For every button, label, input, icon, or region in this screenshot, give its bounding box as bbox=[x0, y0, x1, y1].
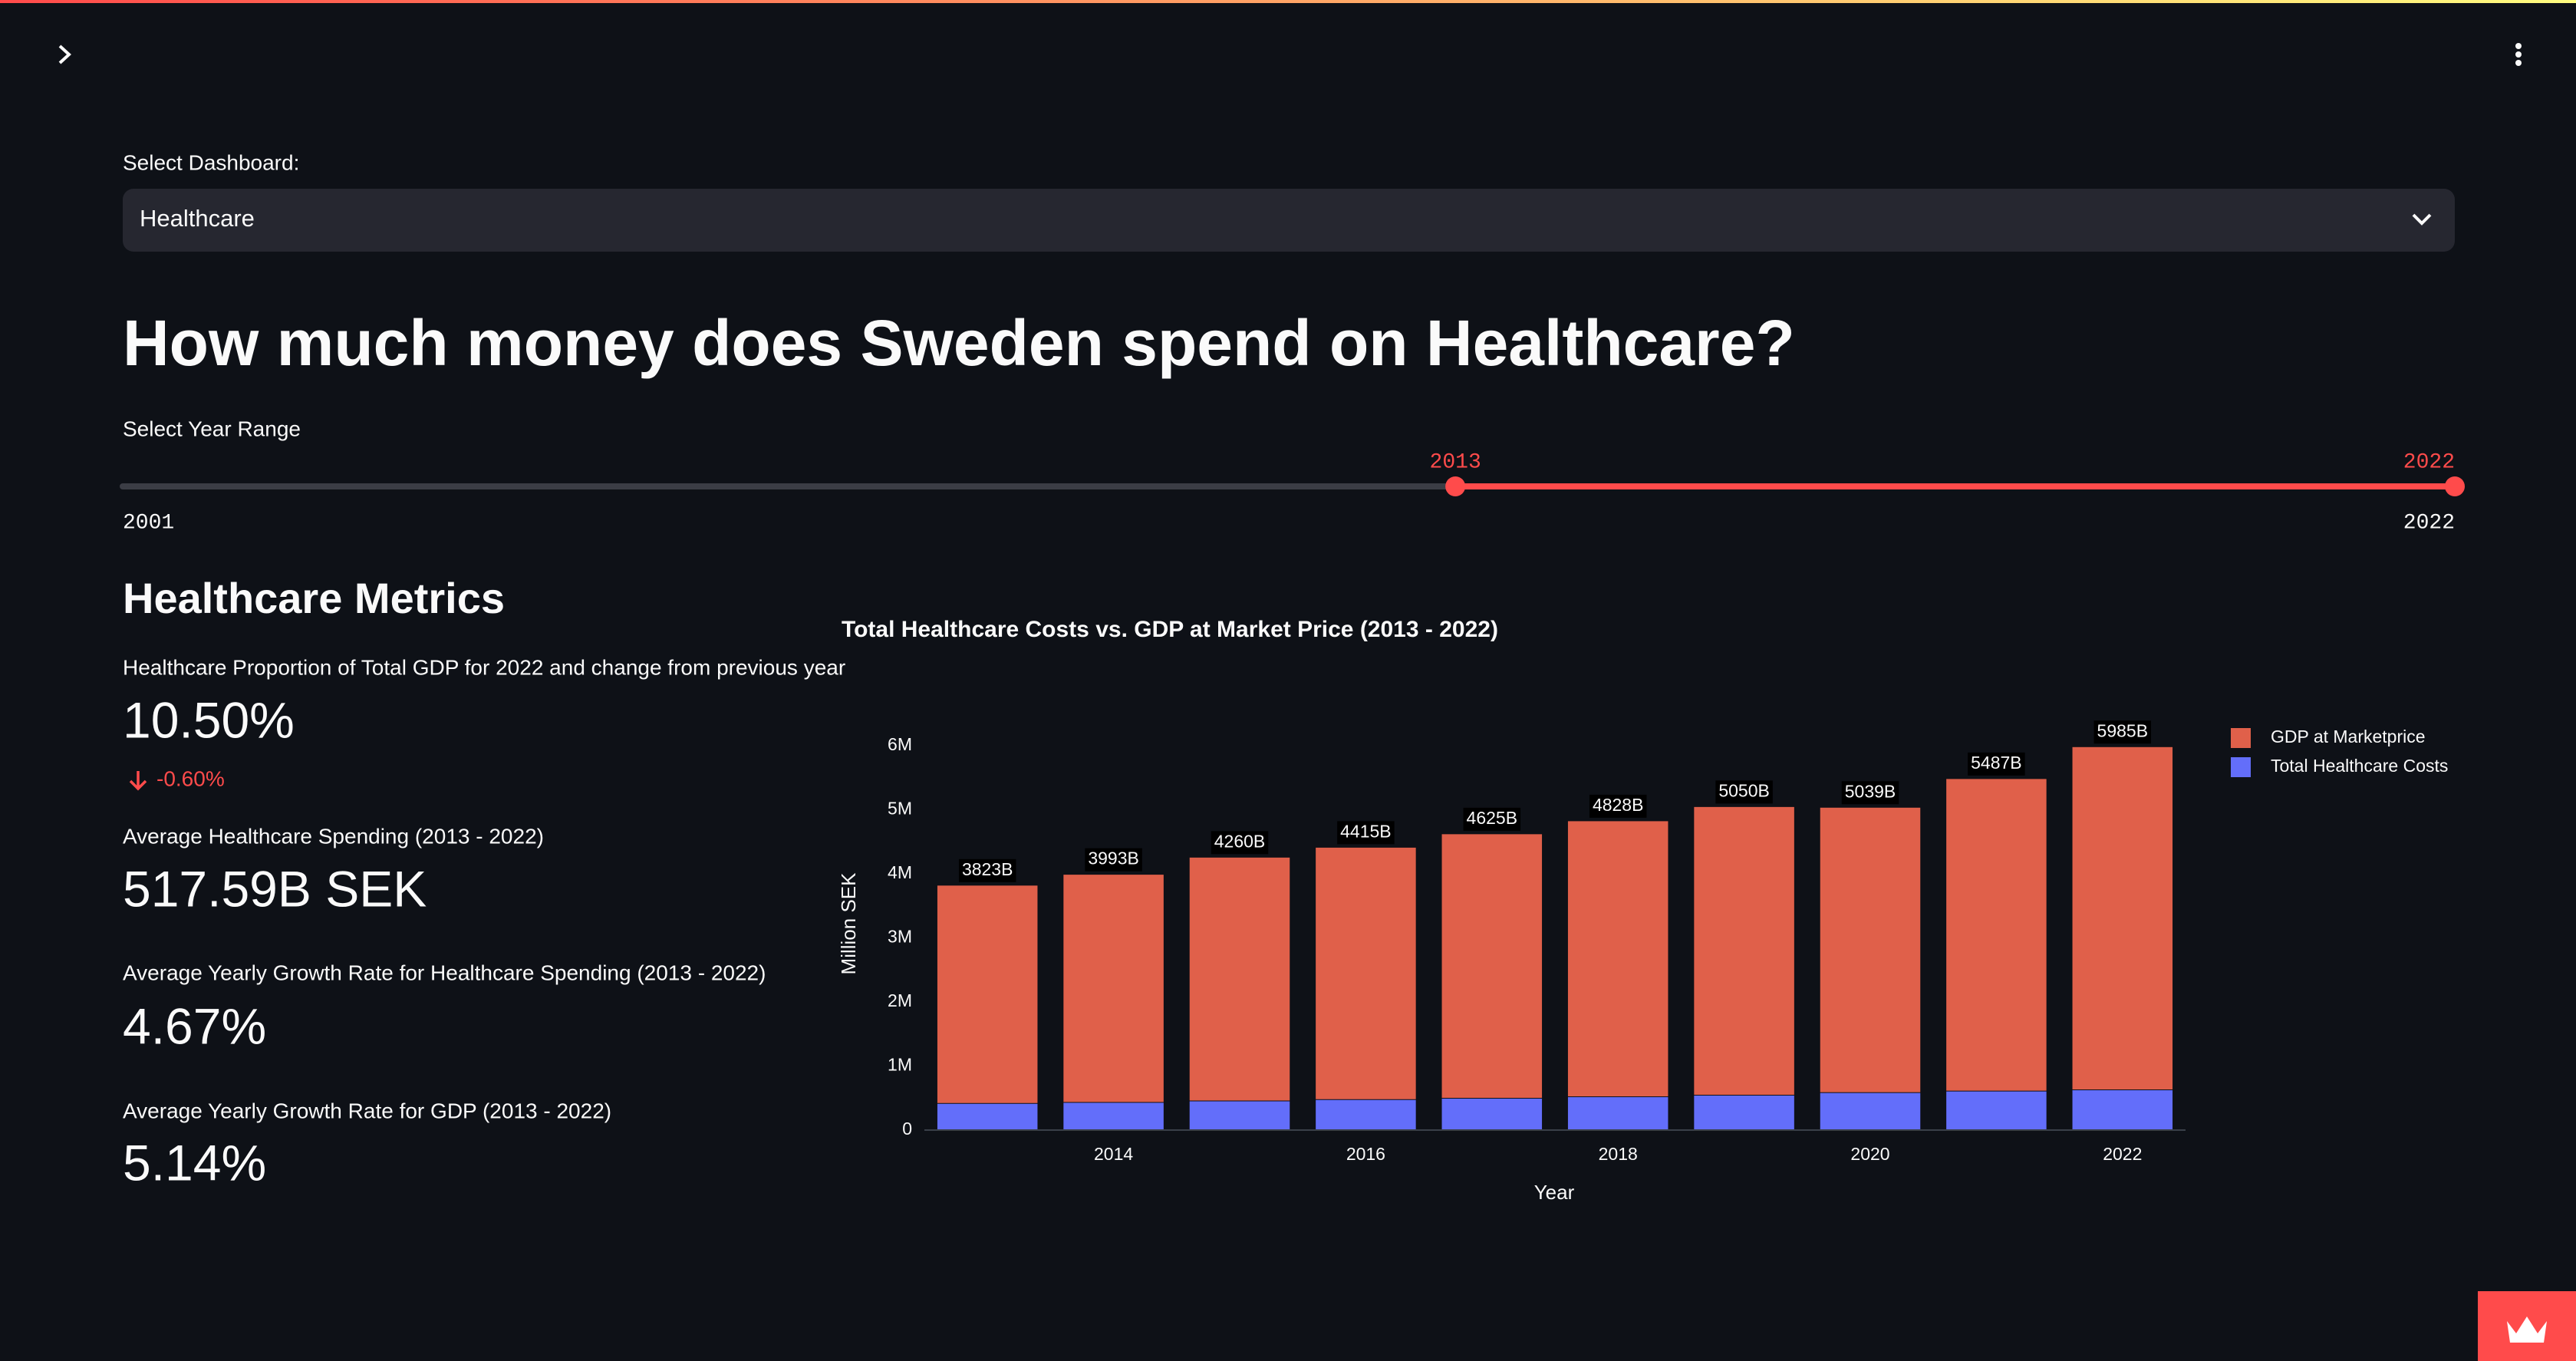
slider-value: 2013 bbox=[1430, 450, 1481, 474]
bar bbox=[1945, 1090, 2047, 1131]
x-tick-label: 2018 bbox=[1599, 1144, 1638, 1164]
delta-arrow bbox=[129, 771, 147, 791]
select-box[interactable] bbox=[123, 189, 2455, 252]
chart-title: Total Healthcare Costs vs. GDP at Market… bbox=[842, 617, 1498, 642]
bar bbox=[1819, 806, 1922, 1131]
y-tick-label: 5M bbox=[888, 799, 912, 819]
y-tick-label: 0 bbox=[902, 1119, 912, 1139]
x-tick-label: 2016 bbox=[1346, 1144, 1385, 1164]
y-axis-title: Million SEK bbox=[837, 872, 860, 975]
y-tick-label: 6M bbox=[888, 734, 912, 754]
main-menu[interactable] bbox=[2515, 43, 2522, 66]
value-label: 4415B bbox=[1340, 821, 1392, 841]
bar bbox=[1315, 846, 1417, 1131]
metric-delta: -0.60% bbox=[156, 766, 225, 790]
legend-label: GDP at Marketprice bbox=[2271, 727, 2426, 746]
value-label-bg bbox=[1085, 848, 1142, 872]
bar bbox=[1188, 1100, 1291, 1131]
metric-label: Average Yearly Growth Rate for GDP (2013… bbox=[123, 1099, 611, 1122]
legend-swatch bbox=[2231, 757, 2251, 777]
slider-max: 2022 bbox=[2403, 511, 2455, 535]
value-label-bg bbox=[1841, 781, 1899, 805]
bar bbox=[1315, 1099, 1417, 1131]
value-label: 5487B bbox=[1971, 753, 2022, 773]
y-tick-label: 2M bbox=[888, 990, 912, 1010]
legend-swatch bbox=[2231, 728, 2251, 748]
badge-icon bbox=[2507, 1317, 2547, 1343]
value-label: 3993B bbox=[1088, 849, 1139, 868]
metric-value: 517.59B SEK bbox=[123, 860, 427, 917]
value-label-bg bbox=[1968, 752, 2025, 776]
bar bbox=[1566, 1096, 1669, 1131]
metric-value: 4.67% bbox=[123, 997, 266, 1054]
value-label: 4625B bbox=[1467, 808, 1518, 828]
value-label: 5985B bbox=[2097, 720, 2149, 740]
value-label-bg bbox=[1589, 794, 1647, 818]
bar bbox=[936, 885, 1039, 1131]
sidebar-toggle[interactable] bbox=[58, 44, 71, 64]
legend-label: Total Healthcare Costs bbox=[2271, 756, 2448, 776]
bar bbox=[1819, 1092, 1922, 1131]
y-tick-label: 3M bbox=[888, 927, 912, 947]
metrics-heading: Healthcare Metrics bbox=[123, 574, 505, 622]
select-label: Select Dashboard: bbox=[123, 150, 299, 174]
value-label: 4828B bbox=[1593, 795, 1644, 815]
select-value[interactable]: Healthcare bbox=[140, 205, 255, 232]
x-axis-title: Year bbox=[1534, 1181, 1575, 1204]
slider-handle[interactable] bbox=[1445, 476, 1466, 496]
select-chevron[interactable] bbox=[2412, 213, 2432, 226]
x-tick-label: 2014 bbox=[1094, 1144, 1133, 1164]
metric-value: 10.50% bbox=[123, 691, 295, 748]
chart: Total Healthcare Costs vs. GDP at Market… bbox=[837, 617, 2449, 1204]
value-label-bg bbox=[2093, 720, 2152, 744]
slider-min: 2001 bbox=[123, 511, 174, 535]
value-label: 5039B bbox=[1845, 781, 1896, 801]
value-label-bg bbox=[1211, 831, 1269, 855]
metric-value: 5.14% bbox=[123, 1134, 266, 1191]
bar bbox=[1062, 874, 1164, 1131]
y-tick-label: 4M bbox=[888, 862, 912, 882]
value-label-bg bbox=[1337, 821, 1395, 845]
value-label-bg bbox=[1715, 780, 1773, 804]
bar bbox=[1566, 820, 1669, 1131]
slider-label: Select Year Range bbox=[123, 417, 301, 440]
bar bbox=[2071, 746, 2174, 1131]
top-bar bbox=[0, 0, 2576, 3]
x-tick-label: 2020 bbox=[1850, 1144, 1889, 1164]
value-label: 4260B bbox=[1214, 831, 1266, 851]
page-title: How much money does Sweden spend on Heal… bbox=[123, 307, 1795, 379]
slider-handle[interactable] bbox=[2445, 476, 2465, 496]
bar bbox=[1062, 1102, 1164, 1131]
bar bbox=[1441, 1098, 1543, 1131]
bar bbox=[936, 1102, 1039, 1131]
x-tick-label: 2022 bbox=[2103, 1144, 2142, 1164]
bar bbox=[1693, 806, 1795, 1131]
y-tick-label: 1M bbox=[888, 1055, 912, 1075]
metric-label: Average Healthcare Spending (2013 - 2022… bbox=[123, 824, 544, 848]
bar bbox=[1693, 1094, 1795, 1131]
bar bbox=[2071, 1089, 2174, 1131]
value-label: 3823B bbox=[962, 859, 1013, 879]
value-label-bg bbox=[1463, 807, 1521, 831]
bar bbox=[1188, 856, 1291, 1131]
value-label: 5050B bbox=[1718, 780, 1770, 800]
metric-label: Average Yearly Growth Rate for Healthcar… bbox=[123, 961, 766, 984]
slider-value: 2022 bbox=[2403, 450, 2455, 474]
bar bbox=[1441, 833, 1543, 1131]
bar bbox=[1945, 778, 2047, 1131]
metric-label: Healthcare Proportion of Total GDP for 2… bbox=[123, 655, 845, 679]
value-label-bg bbox=[958, 858, 1016, 882]
